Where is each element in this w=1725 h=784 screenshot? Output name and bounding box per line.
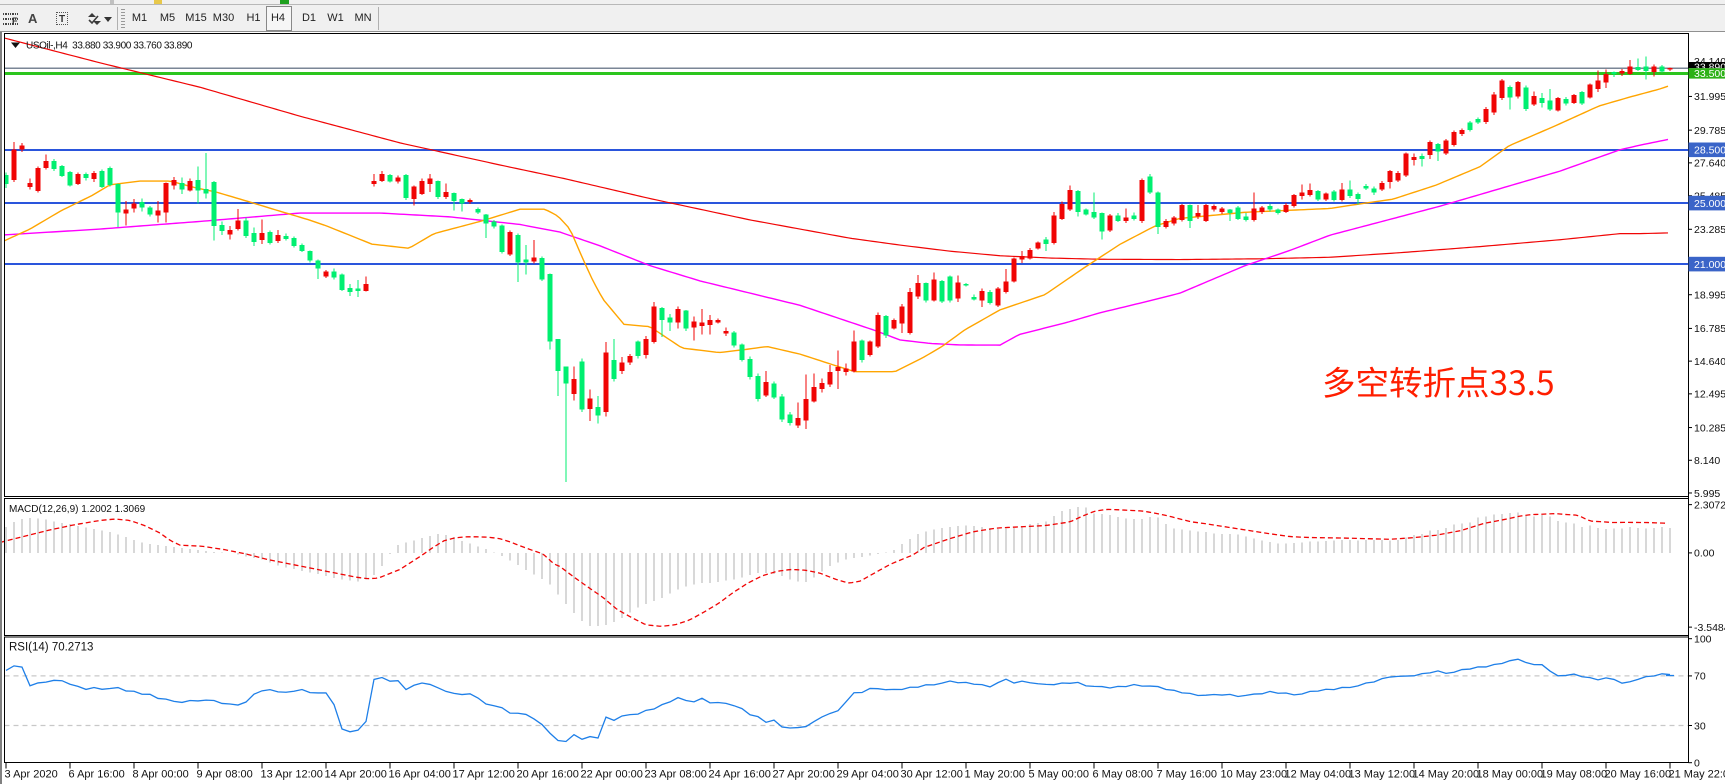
svg-text:14 Apr 20:00: 14 Apr 20:00	[325, 769, 387, 781]
svg-text:21 May 22:00: 21 May 22:00	[1669, 769, 1725, 781]
svg-text:RSI(14) 70.2713: RSI(14) 70.2713	[9, 642, 93, 654]
svg-text:USOil-,H4 33.880 33.900 33.76: USOil-,H4 33.880 33.900 33.760 33.890	[26, 41, 193, 52]
svg-text:29.785: 29.785	[1694, 125, 1725, 137]
svg-text:100: 100	[1694, 634, 1712, 646]
svg-text:20 May 16:00: 20 May 16:00	[1605, 769, 1672, 781]
svg-text:19 May 08:00: 19 May 08:00	[1541, 769, 1608, 781]
svg-text:7 May 16:00: 7 May 16:00	[1157, 769, 1218, 781]
svg-text:12 May 04:00: 12 May 04:00	[1285, 769, 1352, 781]
svg-text:18.995: 18.995	[1694, 290, 1725, 302]
svg-text:28.500: 28.500	[1694, 145, 1725, 157]
svg-text:13 Apr 12:00: 13 Apr 12:00	[261, 769, 323, 781]
svg-text:70: 70	[1694, 671, 1706, 683]
svg-text:0.00: 0.00	[1694, 548, 1715, 560]
svg-text:14.640: 14.640	[1694, 356, 1725, 368]
svg-text:20 Apr 16:00: 20 Apr 16:00	[517, 769, 579, 781]
svg-text:27.640: 27.640	[1694, 158, 1725, 170]
svg-text:5.995: 5.995	[1694, 488, 1720, 500]
svg-text:33.500: 33.500	[1694, 68, 1725, 80]
svg-text:10 May 23:00: 10 May 23:00	[1221, 769, 1288, 781]
svg-text:9 Apr 08:00: 9 Apr 08:00	[197, 769, 253, 781]
svg-text:27 Apr 20:00: 27 Apr 20:00	[773, 769, 835, 781]
svg-text:-3.5484: -3.5484	[1694, 622, 1725, 634]
svg-text:22 Apr 00:00: 22 Apr 00:00	[581, 769, 643, 781]
svg-text:17 Apr 12:00: 17 Apr 12:00	[453, 769, 515, 781]
svg-text:30: 30	[1694, 720, 1706, 732]
svg-text:8 Apr 00:00: 8 Apr 00:00	[133, 769, 189, 781]
svg-text:14 May 20:00: 14 May 20:00	[1413, 769, 1480, 781]
svg-text:5 May 00:00: 5 May 00:00	[1029, 769, 1090, 781]
svg-text:6 May 08:00: 6 May 08:00	[1093, 769, 1154, 781]
svg-text:13 May 12:00: 13 May 12:00	[1349, 769, 1416, 781]
svg-text:MACD(12,26,9) 1.2002 1.3069: MACD(12,26,9) 1.2002 1.3069	[9, 504, 146, 515]
svg-text:24 Apr 16:00: 24 Apr 16:00	[709, 769, 771, 781]
svg-text:29 Apr 04:00: 29 Apr 04:00	[837, 769, 899, 781]
svg-text:16 Apr 04:00: 16 Apr 04:00	[389, 769, 451, 781]
svg-text:12.495: 12.495	[1694, 389, 1725, 401]
svg-text:2.3072: 2.3072	[1694, 499, 1725, 511]
svg-text:8.140: 8.140	[1694, 455, 1720, 467]
svg-text:6 Apr 16:00: 6 Apr 16:00	[69, 769, 125, 781]
svg-text:3 Apr 2020: 3 Apr 2020	[5, 769, 58, 781]
svg-text:1 May 20:00: 1 May 20:00	[965, 769, 1026, 781]
svg-text:25.000: 25.000	[1694, 198, 1725, 210]
svg-text:21.000: 21.000	[1694, 259, 1725, 271]
svg-text:31.995: 31.995	[1694, 91, 1725, 103]
svg-text:16.785: 16.785	[1694, 323, 1725, 335]
svg-text:18 May 00:00: 18 May 00:00	[1477, 769, 1544, 781]
svg-text:10.285: 10.285	[1694, 422, 1725, 434]
svg-text:0: 0	[1694, 758, 1700, 770]
svg-text:30 Apr 12:00: 30 Apr 12:00	[901, 769, 963, 781]
svg-text:23 Apr 08:00: 23 Apr 08:00	[645, 769, 707, 781]
svg-text:23.285: 23.285	[1694, 224, 1725, 236]
